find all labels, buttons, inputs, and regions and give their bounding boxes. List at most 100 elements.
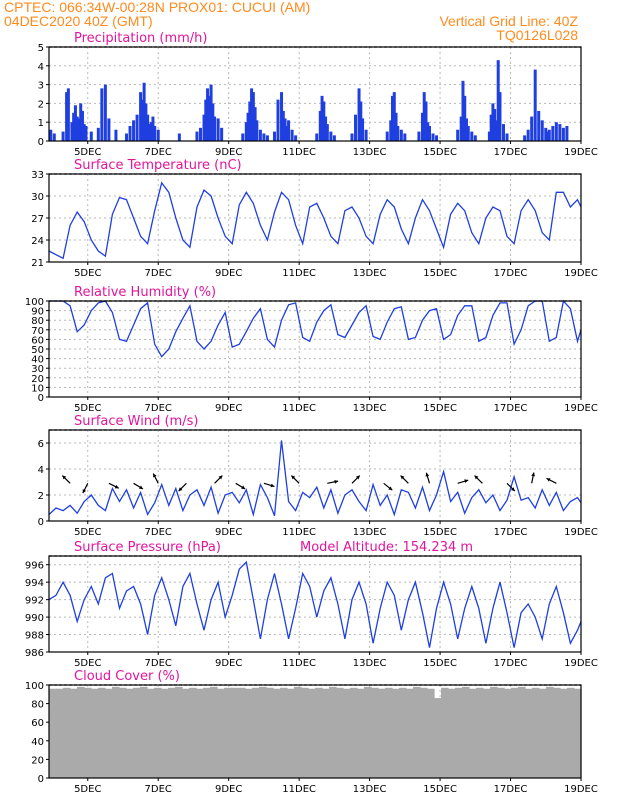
bar (107, 118, 111, 141)
bar (434, 698, 442, 778)
bar (246, 112, 250, 141)
bar (350, 687, 358, 778)
bar (560, 688, 568, 778)
x-tick-label: 15DEC (423, 147, 457, 158)
wind-arrow-head (153, 473, 157, 478)
bar (525, 688, 533, 778)
bar (539, 688, 547, 778)
y-tick-label: 21 (31, 258, 44, 269)
bar (497, 687, 505, 778)
bar (177, 133, 181, 141)
y-tick-label: 992 (25, 596, 44, 607)
panel-1: Precipitation (mm/h) 0 1 2 3 4 5 5DEC 7DEC 9DEC 11… (38, 31, 598, 158)
panel-title: Relative Humidity (%) (74, 285, 216, 300)
wind-arrow-head (218, 475, 223, 480)
bar (294, 135, 298, 141)
bar (84, 687, 92, 778)
x-tick-label: 19DEC (564, 268, 598, 279)
bar (281, 110, 285, 141)
bar (336, 687, 344, 778)
bar (399, 687, 407, 778)
x-tick-label: 9DEC (215, 527, 242, 538)
x-tick-label: 13DEC (353, 268, 387, 279)
x-tick-label: 13DEC (353, 147, 387, 158)
bar (213, 116, 217, 141)
bar (73, 105, 77, 141)
bar (540, 120, 544, 141)
bar (396, 125, 400, 141)
bar (546, 131, 550, 141)
bar (189, 687, 197, 778)
bar (364, 686, 372, 778)
bar (241, 133, 245, 141)
bar (49, 129, 53, 141)
bar (364, 129, 368, 141)
x-tick-label: 13DEC (353, 658, 387, 669)
bar (315, 687, 323, 778)
x-tick-label: 19DEC (564, 403, 598, 414)
bar (463, 95, 467, 141)
bar (501, 124, 505, 141)
bar (72, 112, 76, 141)
bar (466, 125, 470, 141)
bar (511, 687, 519, 778)
wind-arrow-head (82, 489, 87, 494)
bar (56, 688, 64, 778)
panel-title: Precipitation (mm/h) (74, 31, 207, 46)
y-tick-label: 0 (38, 517, 44, 528)
bar (287, 120, 291, 141)
bar (146, 114, 150, 141)
x-tick-label: 7DEC (145, 403, 172, 414)
x-tick-label: 17DEC (494, 784, 528, 795)
y-tick-label: 100 (25, 297, 44, 308)
bar (175, 686, 183, 778)
x-tick-label: 13DEC (353, 784, 387, 795)
x-tick-label: 13DEC (353, 527, 387, 538)
y-tick-label: 80 (31, 316, 44, 327)
y-tick-label: 33 (31, 170, 44, 181)
bar (526, 129, 530, 141)
bar (494, 120, 498, 141)
bar (490, 686, 498, 778)
bar (343, 688, 351, 778)
bar (126, 688, 134, 778)
bar (417, 131, 421, 141)
bar (280, 687, 288, 778)
bar (441, 687, 449, 778)
bar (420, 687, 428, 778)
bar (574, 688, 582, 778)
bar (250, 88, 254, 141)
bar (245, 688, 253, 778)
bar (551, 125, 555, 141)
y-tick-label: 50 (31, 345, 44, 356)
bar (280, 92, 284, 141)
bar (252, 687, 260, 778)
x-tick-label: 17DEC (494, 403, 528, 414)
x-tick-label: 11DEC (282, 147, 316, 158)
bar (391, 95, 395, 141)
bar (455, 687, 463, 778)
bar (206, 88, 210, 141)
x-tick-label: 15DEC (423, 784, 457, 795)
bar (112, 686, 120, 778)
y-tick-label: 30 (31, 364, 44, 375)
bar (75, 116, 79, 141)
bar (133, 687, 141, 778)
bar (448, 688, 456, 778)
bar (464, 118, 468, 141)
bar (144, 103, 148, 141)
bar (147, 688, 155, 778)
x-tick-label: 5DEC (74, 403, 101, 414)
bar (258, 129, 262, 141)
bar (140, 686, 148, 778)
bar (558, 124, 562, 141)
bar (394, 112, 398, 141)
y-tick-label: 2 (38, 99, 44, 110)
bar (533, 69, 537, 141)
x-tick-label: 9DEC (215, 268, 242, 279)
y-tick-label: 1 (38, 118, 44, 129)
x-tick-label: 17DEC (494, 658, 528, 669)
x-tick-label: 13DEC (353, 403, 387, 414)
panel-title: Surface Wind (m/s) (74, 414, 198, 429)
bar (392, 688, 400, 778)
